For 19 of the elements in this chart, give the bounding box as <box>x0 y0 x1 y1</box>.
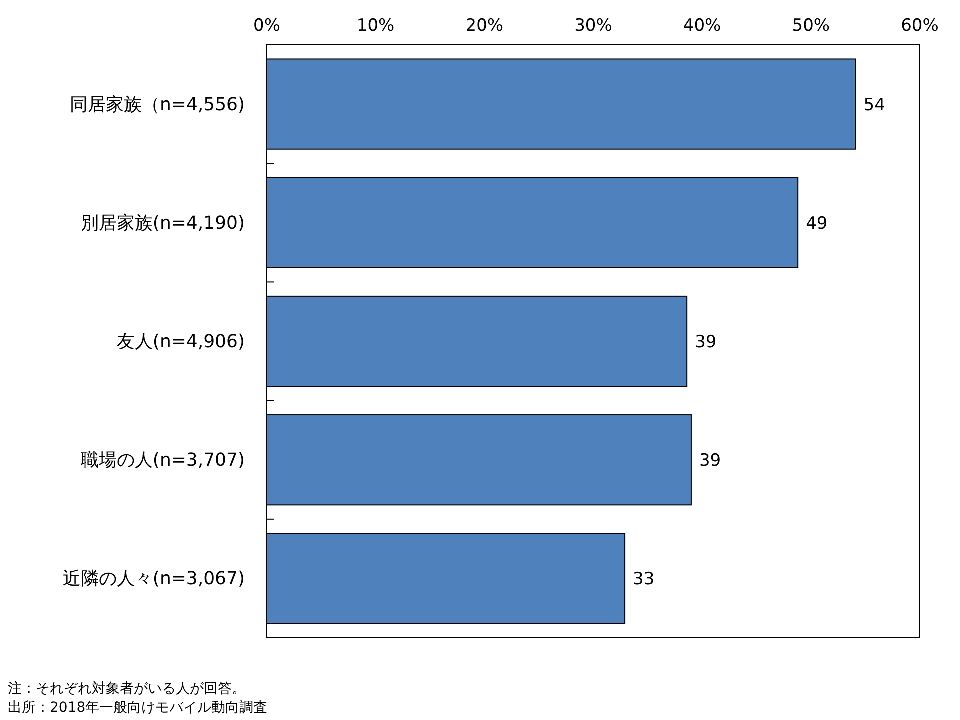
y-tick-label: 同居家族（n=4,556) <box>70 94 245 116</box>
x-tick-label: 10% <box>356 16 395 36</box>
data-label: 39 <box>695 332 717 352</box>
data-label: 49 <box>806 214 828 234</box>
x-tick-label: 30% <box>574 16 612 36</box>
data-label: 33 <box>633 570 655 590</box>
x-tick-label: 40% <box>683 16 722 36</box>
x-tick-label: 20% <box>466 16 504 36</box>
y-tick-label: 近隣の人々(n=3,067) <box>62 568 245 590</box>
x-tick-label: 0% <box>254 16 280 36</box>
data-label: 39 <box>699 451 722 472</box>
x-tick-label: 60% <box>901 16 939 36</box>
text: 出所：2018年一般向けモバイル動向調査 <box>8 700 268 716</box>
data-label: 54 <box>864 95 886 116</box>
y-tick-label: 友人(n=4,906) <box>116 332 245 352</box>
text: 注：それぞれ対象者がいる人が回答。 <box>8 681 246 697</box>
y-tick-label: 別居家族(n=4,190) <box>80 212 245 234</box>
x-tick-label: 50% <box>792 16 830 36</box>
y-tick-label: 職場の人(n=3,707) <box>80 450 245 472</box>
